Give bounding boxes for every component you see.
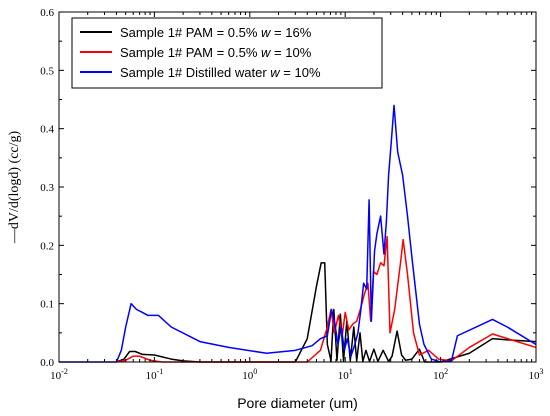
y-tick-label: 0.2: [40, 240, 54, 252]
legend-label-3: Sample 1# Distilled water w = 10%: [120, 65, 321, 80]
y-tick-label: 0.3: [40, 182, 54, 194]
y-tick-label: 0.0: [40, 357, 54, 369]
y-tick-label: 0.5: [40, 65, 54, 77]
x-tick-label: 101: [338, 367, 353, 382]
x-tick-label: 100: [242, 367, 257, 382]
y-tick-label: 0.6: [40, 7, 54, 19]
x-tick-label: 10-2: [50, 367, 68, 382]
x-tick-label: 102: [433, 367, 448, 382]
x-axis-title: Pore diameter (um): [237, 395, 358, 411]
plot-frame: [58, 11, 537, 363]
legend: Sample 1# PAM = 0.5% w = 16% Sample 1# PA…: [71, 17, 383, 89]
x-tick-label: 10-1: [146, 367, 164, 382]
legend-label-2: Sample 1# PAM = 0.5% w = 10%: [120, 45, 312, 60]
legend-label-1: Sample 1# PAM = 0.5% w = 16%: [120, 25, 312, 40]
y-tick-label: 0.1: [40, 299, 54, 311]
y-tick-label: 0.4: [40, 124, 54, 136]
series-line-3: [59, 104, 537, 363]
legend-box: [71, 17, 383, 89]
y-axis-title: —dV/d(logd) (cc/g): [7, 130, 22, 244]
x-tick-label: 103: [529, 367, 544, 382]
series-line-1: [116, 262, 537, 363]
